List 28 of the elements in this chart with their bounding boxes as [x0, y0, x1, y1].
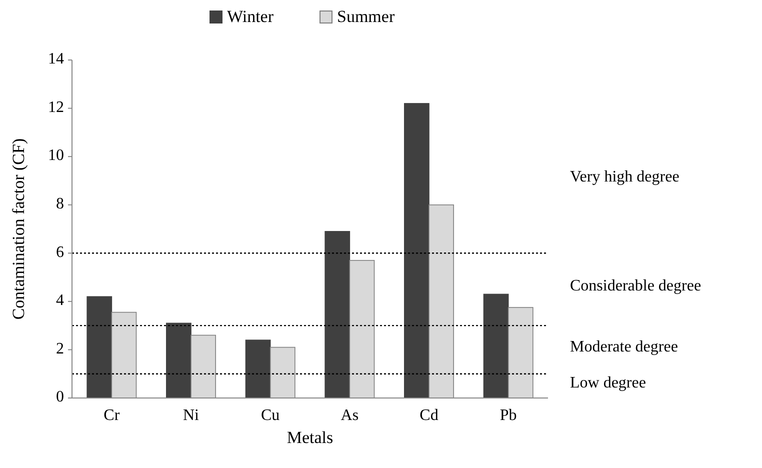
x-tick-label: Cu: [260, 407, 280, 424]
x-tick-label: Cd: [420, 407, 438, 424]
y-tick-label: 14: [48, 50, 64, 68]
y-tick-label: 10: [48, 147, 64, 164]
x-tick-label: As: [340, 407, 359, 424]
legend-label: Summer: [337, 7, 395, 26]
x-tick-label: Ni: [183, 407, 200, 424]
bar: [324, 231, 350, 398]
text: Considerable degree: [570, 278, 702, 295]
y-tick-label: 4: [56, 292, 64, 310]
y-tick-label: 6: [56, 244, 64, 261]
bar: [404, 103, 430, 398]
y-tick-label: 2: [56, 340, 64, 358]
bar: [245, 340, 271, 398]
bar: [86, 296, 112, 398]
legend-label: Winter: [227, 7, 274, 26]
y-tick-label: 0: [56, 388, 64, 406]
text: Low degree: [570, 374, 646, 392]
y-tick-label: 8: [56, 196, 64, 213]
text: Moderate degree: [570, 338, 678, 356]
x-tick-label: Pb: [500, 407, 517, 424]
bar: [166, 322, 192, 398]
text: Very high degree: [570, 168, 680, 186]
x-axis-title: Metals: [286, 428, 334, 447]
bar: [483, 294, 509, 398]
y-axis-title: Contamination factor (CF): [9, 138, 28, 320]
y-tick-label: 12: [48, 98, 64, 116]
x-tick-label: Cr: [104, 407, 120, 424]
